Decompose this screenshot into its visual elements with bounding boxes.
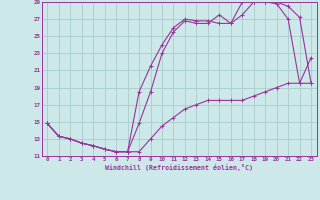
X-axis label: Windchill (Refroidissement éolien,°C): Windchill (Refroidissement éolien,°C) — [105, 164, 253, 171]
